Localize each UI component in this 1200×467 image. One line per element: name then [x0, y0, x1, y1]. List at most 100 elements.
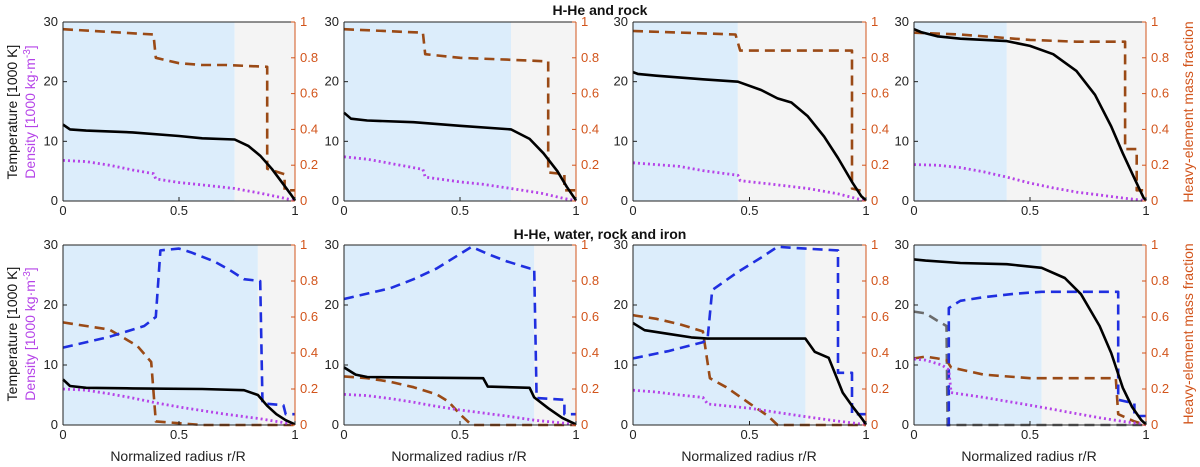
panel-r1c3-ytick-right-label: 0.6 — [871, 86, 889, 101]
xlabel-col1: Normalized radius r/R — [110, 448, 245, 464]
panel-r2c1-ytick-left-label: 30 — [44, 237, 58, 252]
panel-r1c4-density-line — [913, 163, 1147, 203]
panel-r1c4-ytick-right-label: 0.8 — [1151, 50, 1169, 65]
panel-r2c4-ytick-right-label: 1 — [1151, 237, 1158, 252]
panel-r1c2-ytick-left-label: 30 — [325, 14, 339, 29]
row1-title: H-He and rock — [553, 2, 648, 18]
panel-r1c4-ytick-left-label: 10 — [895, 133, 909, 148]
panel-r1c2-ytick-right-label: 0.4 — [581, 121, 599, 136]
row2-ylabel-density: Density [1000 kg·m-3] — [22, 267, 39, 400]
panel-r2c2-heavy-element-fraction-line — [343, 375, 576, 427]
panel-r2c1-core-shade — [63, 245, 258, 425]
panel-r2c4-heavy-element-fraction-line — [913, 355, 1147, 427]
panel-r2c4-ytick-right-label: 0.6 — [1151, 309, 1169, 324]
panel-r1c3-ytick-right-label: 0.4 — [871, 121, 889, 136]
panel-r2c4-ytick-right-label: 0.8 — [1151, 273, 1169, 288]
panel-r1c2-ytick-left-label: 20 — [325, 74, 339, 89]
panel-r1c3-core-shade — [633, 22, 738, 201]
panel-r2c4-ytick-left-label: 0 — [902, 417, 909, 432]
panel-r2c1-density-line — [62, 387, 296, 427]
panel-r2c3-ytick-right-label: 0.2 — [871, 381, 889, 396]
panel-r1c1-xtick-label: 0.5 — [170, 203, 188, 218]
panel-r2c3-heavy-element-fraction-line — [632, 313, 866, 427]
panel-r1c4-heavy-element-fraction-line — [913, 31, 1146, 192]
panel-r2c2-xtick-label: 1 — [572, 427, 579, 442]
panel-r1c1-ytick-left-label: 0 — [51, 193, 58, 208]
panel-r1c4-temperature-line — [913, 27, 1147, 202]
panel-r2c4-xtick-label: 1 — [1142, 427, 1149, 442]
panel-r2c2-ytick-right-label: 1 — [581, 237, 588, 252]
panel-r1c2-xtick-label: 0.5 — [451, 203, 469, 218]
panel-r1c1-ytick-right-label: 0.6 — [300, 86, 318, 101]
panel-r2c1-ytick-right-label: 0.4 — [300, 345, 318, 360]
panel-r1c2-ytick-right-label: 0.8 — [581, 50, 599, 65]
panel-r2c3-temperature-line — [632, 321, 868, 426]
panel-r1c1-density-line — [62, 159, 296, 203]
panel-r2c3-xtick-label: 0.5 — [740, 427, 758, 442]
panel-r1c1-ytick-right-label: 0.2 — [300, 157, 318, 172]
panel-r2c3-ytick-right-label: 0 — [871, 417, 878, 432]
panel-r2c4-ytick-right-label: 0 — [1151, 417, 1158, 432]
panel-r1c1-ytick-right-label: 0 — [300, 193, 307, 208]
panel-r1c4-envelope-shade — [1006, 22, 1146, 201]
panel-r2c1-ytick-right-label: 1 — [300, 237, 307, 252]
panel-r2c2-water-fraction-line — [343, 245, 576, 416]
panel-r2c2-ytick-right-label: 0.4 — [581, 345, 599, 360]
panel-r1c1-ytick-left-label: 10 — [44, 133, 58, 148]
panel-r1c1-ytick-right-label: 0.8 — [300, 50, 318, 65]
xlabel-col2: Normalized radius r/R — [391, 448, 526, 464]
panel-r2c4-water-fraction-line — [946, 290, 1146, 427]
panel-r1c3-ytick-left-label: 10 — [614, 133, 628, 148]
panel-r2c3-core-shade — [633, 245, 806, 425]
panel-r2c1-heavy-element-fraction-line — [62, 321, 295, 427]
panel-r1c4-ytick-right-label: 0.2 — [1151, 157, 1169, 172]
panel-r2c1-xtick-label: 1 — [291, 427, 298, 442]
panel-r2c1-ytick-right-label: 0.2 — [300, 381, 318, 396]
panel-r2c4-envelope-shade — [1041, 245, 1146, 425]
panel-r2c3-xtick-label: 1 — [862, 427, 869, 442]
panel-r2c3-ytick-right-label: 0.8 — [871, 273, 889, 288]
panel-r2c4-density-line — [913, 357, 1147, 427]
panel-r2c1-xtick-label: 0.5 — [170, 427, 188, 442]
panel-r2c2-ytick-right-label: 0 — [581, 417, 588, 432]
panel-r1c3-temperature-line — [632, 70, 867, 202]
panel-r1c1-core-shade — [63, 22, 235, 201]
row1-ylabel-density: Density [1000 kg·m-3] — [22, 45, 39, 178]
panel-r1c4-xtick-label: 0 — [910, 203, 917, 218]
row2-title: H-He, water, rock and iron — [514, 226, 687, 242]
panel-r2c3-xtick-label: 0 — [629, 427, 636, 442]
panel-r2c1-temperature-line — [62, 378, 296, 426]
panel-r1c1-ytick-left-label: 30 — [44, 14, 58, 29]
panel-r2c1-ytick-right-label: 0 — [300, 417, 307, 432]
panel-r2c3-water-fraction-line — [632, 245, 866, 416]
panel-r1c3-density-line — [632, 161, 867, 203]
panel-r2c3-ytick-right-label: 0.6 — [871, 309, 889, 324]
panel-r1c3-ytick-right-label: 0 — [871, 193, 878, 208]
panel-r2c4-ytick-left-label: 20 — [895, 297, 909, 312]
panel-r2c1-ytick-left-label: 10 — [44, 357, 58, 372]
panel-r1c2-ytick-left-label: 0 — [332, 193, 339, 208]
panel-r1c1-temperature-line — [62, 123, 297, 202]
panel-r2c3-ytick-left-label: 30 — [614, 237, 628, 252]
panel-r2c2-core-shade — [344, 245, 535, 425]
panel-r2c2-xtick-label: 0.5 — [451, 427, 469, 442]
panel-r1c1-envelope-shade — [234, 22, 295, 201]
panel-r1c1-ytick-right-label: 0.4 — [300, 121, 318, 136]
xlabel-col3: Normalized radius r/R — [681, 448, 816, 464]
panel-r2c4-core-shade — [914, 245, 1042, 425]
row2-ylabel-mass-fraction: Heavy-element mass fraction — [1180, 243, 1196, 424]
panel-r1c3-ytick-left-label: 0 — [621, 193, 628, 208]
panel-r1c2-ytick-right-label: 1 — [581, 14, 588, 29]
panel-r1c3-ytick-right-label: 0.8 — [871, 50, 889, 65]
panel-r1c2-xtick-label: 1 — [572, 203, 579, 218]
panel-r1c4-ytick-right-label: 1 — [1151, 14, 1158, 29]
panel-r2c3-ytick-left-label: 10 — [614, 357, 628, 372]
panel-r1c1-xtick-label: 0 — [59, 203, 66, 218]
panel-r1c2-ytick-right-label: 0.2 — [581, 157, 599, 172]
